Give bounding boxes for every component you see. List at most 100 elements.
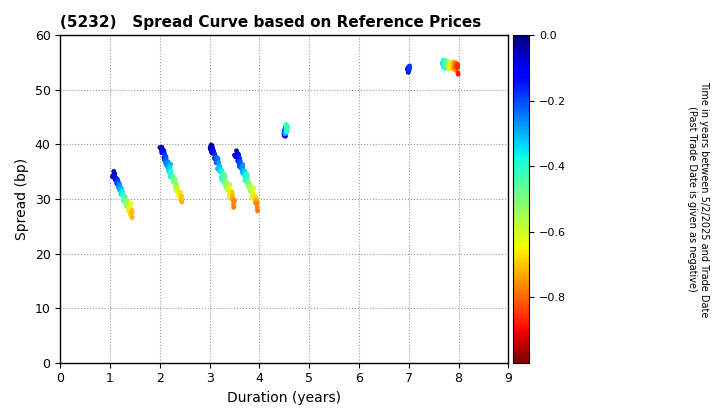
Point: [281, 126, 292, 132]
Point: [206, 149, 217, 155]
Point: [452, 69, 464, 76]
Point: [449, 60, 460, 67]
Point: [109, 175, 121, 182]
Point: [161, 155, 172, 162]
Point: [439, 57, 451, 64]
Point: [250, 199, 261, 205]
Point: [241, 180, 253, 186]
Point: [163, 166, 175, 173]
Point: [280, 125, 292, 132]
Point: [126, 209, 138, 215]
Point: [441, 60, 452, 66]
Point: [233, 153, 244, 160]
Point: [111, 180, 122, 186]
Point: [451, 62, 463, 68]
Point: [159, 158, 171, 164]
Point: [111, 176, 122, 183]
Point: [156, 147, 167, 154]
Point: [126, 209, 138, 215]
Point: [117, 191, 128, 197]
Point: [205, 142, 217, 148]
Point: [112, 180, 124, 187]
Point: [279, 128, 290, 135]
Point: [223, 194, 235, 200]
Point: [238, 171, 250, 177]
Point: [117, 192, 129, 199]
Point: [244, 183, 256, 189]
Point: [168, 177, 179, 184]
Point: [237, 163, 248, 170]
Point: [237, 161, 248, 168]
Point: [120, 198, 131, 205]
Point: [217, 171, 228, 178]
Point: [279, 133, 291, 139]
Point: [121, 201, 132, 208]
Point: [251, 201, 262, 207]
Point: [216, 170, 228, 177]
Point: [451, 62, 462, 69]
Point: [225, 192, 237, 199]
Point: [234, 157, 246, 163]
Point: [235, 163, 247, 170]
Point: [248, 184, 259, 191]
Point: [403, 64, 415, 71]
Point: [240, 177, 252, 184]
Point: [438, 60, 449, 66]
Point: [124, 205, 135, 212]
Point: [125, 209, 136, 216]
Point: [279, 130, 291, 137]
Point: [248, 194, 259, 201]
Point: [224, 189, 235, 196]
Point: [107, 172, 119, 178]
Point: [122, 207, 134, 214]
Point: [438, 62, 449, 68]
Point: [218, 177, 230, 184]
Point: [171, 186, 183, 193]
Point: [118, 198, 130, 205]
Point: [444, 61, 456, 68]
Point: [246, 185, 257, 192]
Point: [402, 66, 414, 73]
Point: [215, 167, 227, 173]
Point: [242, 173, 253, 180]
Point: [115, 188, 127, 195]
Point: [403, 64, 415, 71]
Point: [121, 201, 132, 208]
Point: [209, 151, 220, 158]
Point: [215, 166, 227, 173]
Point: [280, 129, 292, 135]
Point: [402, 66, 414, 73]
Point: [107, 173, 118, 180]
Point: [172, 189, 184, 195]
Point: [279, 130, 290, 136]
Point: [168, 176, 179, 183]
Point: [237, 169, 248, 176]
Point: [243, 182, 255, 189]
Point: [402, 68, 414, 75]
Point: [441, 61, 453, 68]
Point: [156, 146, 167, 153]
Point: [108, 168, 120, 175]
Point: [122, 200, 133, 207]
Point: [238, 171, 250, 178]
Point: [439, 62, 451, 68]
Point: [442, 60, 454, 67]
Point: [449, 65, 460, 71]
Point: [441, 60, 453, 67]
Point: [245, 183, 256, 190]
Point: [219, 177, 230, 184]
Point: [163, 163, 174, 169]
Point: [109, 176, 121, 183]
Point: [243, 182, 255, 189]
Point: [282, 125, 293, 131]
Point: [115, 191, 127, 197]
Point: [154, 144, 166, 151]
Point: [156, 150, 168, 156]
Point: [158, 150, 170, 157]
Point: [223, 184, 235, 190]
Point: [160, 156, 171, 163]
Point: [444, 64, 456, 71]
Y-axis label: Spread (bp): Spread (bp): [15, 158, 29, 240]
Point: [118, 194, 130, 201]
Point: [402, 67, 414, 74]
